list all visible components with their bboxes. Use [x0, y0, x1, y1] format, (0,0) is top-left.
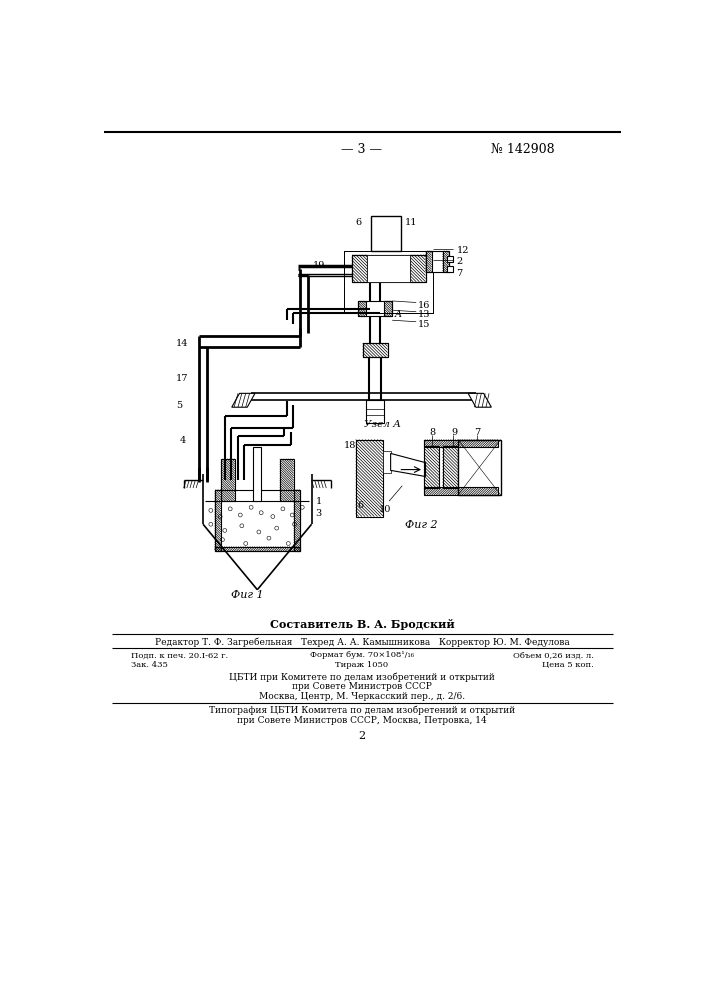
Bar	[385, 301, 392, 316]
Bar	[344, 251, 433, 312]
Bar	[426, 251, 449, 272]
Text: 5: 5	[176, 401, 182, 410]
Bar	[344, 251, 433, 312]
Bar	[368, 255, 410, 282]
Text: 17: 17	[176, 374, 189, 383]
Bar	[363, 343, 387, 357]
Text: Узел А: Узел А	[363, 420, 400, 429]
Bar	[424, 440, 498, 447]
Text: ЦБТИ при Комитете по делам изобретений и открытий: ЦБТИ при Комитете по делам изобретений и…	[229, 672, 495, 682]
Text: 4: 4	[180, 436, 186, 445]
Bar	[371, 216, 401, 251]
Text: 14: 14	[176, 339, 189, 348]
Bar	[458, 440, 501, 495]
Text: 8: 8	[429, 428, 436, 437]
Bar	[215, 490, 221, 551]
Text: Составитель В. А. Бродский: Составитель В. А. Бродский	[269, 619, 455, 630]
Text: 12: 12	[457, 246, 469, 255]
Text: 19: 19	[313, 261, 325, 270]
Bar	[352, 255, 368, 282]
Text: Подп. к печ. 20.I-62 г.: Подп. к печ. 20.I-62 г.	[131, 651, 228, 659]
Text: 10: 10	[379, 505, 392, 514]
Text: 9: 9	[451, 428, 457, 437]
Bar	[253, 447, 261, 501]
Text: Зак. 435: Зак. 435	[131, 661, 168, 669]
Text: № 142908: № 142908	[491, 143, 555, 156]
Text: 3: 3	[315, 509, 322, 518]
Bar	[443, 251, 449, 272]
Bar	[356, 440, 383, 517]
Text: 2: 2	[457, 257, 463, 266]
Text: 2: 2	[358, 731, 366, 741]
Text: A: A	[395, 310, 402, 319]
Bar	[358, 301, 392, 316]
Bar	[363, 343, 387, 357]
Bar	[448, 266, 453, 272]
Text: 1: 1	[315, 497, 322, 506]
Polygon shape	[468, 393, 491, 407]
Bar	[443, 446, 458, 488]
Text: Типография ЦБТИ Комитета по делам изобретений и открытий: Типография ЦБТИ Комитета по делам изобре…	[209, 706, 515, 715]
Bar	[448, 256, 453, 262]
Bar	[358, 301, 366, 316]
Text: 18: 18	[344, 441, 356, 450]
Bar	[215, 490, 300, 551]
Bar	[293, 490, 300, 551]
Text: при Совете Министров СССР, Москва, Петровка, 14: при Совете Министров СССР, Москва, Петро…	[237, 716, 487, 725]
Bar	[383, 451, 391, 473]
Text: 16: 16	[418, 301, 430, 310]
Text: Фиг 1: Фиг 1	[231, 590, 264, 600]
Polygon shape	[232, 393, 255, 407]
Text: Редактор Т. Ф. Загребельная   Техред А. А. Камышникова   Корректор Ю. М. Федулов: Редактор Т. Ф. Загребельная Техред А. А.…	[155, 637, 569, 647]
Text: Цена 5 коп.: Цена 5 коп.	[542, 661, 594, 669]
Text: Тираж 1050: Тираж 1050	[335, 661, 389, 669]
Text: 6: 6	[357, 501, 363, 510]
Text: 11: 11	[404, 218, 417, 227]
Text: Фиг 2: Фиг 2	[405, 520, 438, 530]
Bar	[215, 547, 300, 551]
Bar	[280, 459, 293, 501]
Text: Формат бум. 70×108¹/₁₆: Формат бум. 70×108¹/₁₆	[310, 651, 414, 659]
Text: Москва, Центр, М. Черкасский пер., д. 2/6.: Москва, Центр, М. Черкасский пер., д. 2/…	[259, 692, 465, 701]
Text: 13: 13	[418, 310, 431, 319]
Bar	[426, 251, 432, 272]
Text: 15: 15	[418, 320, 430, 329]
Text: Объем 0,26 изд. л.: Объем 0,26 изд. л.	[513, 651, 594, 659]
Bar	[221, 459, 235, 501]
Text: — 3 —: — 3 —	[341, 143, 382, 156]
Polygon shape	[391, 453, 426, 477]
Bar	[424, 446, 440, 488]
Text: 7: 7	[474, 428, 481, 437]
Text: 7: 7	[457, 269, 463, 278]
Text: 6: 6	[356, 218, 362, 227]
Bar	[366, 400, 385, 423]
Text: при Совете Министров СССР: при Совете Министров СССР	[292, 682, 432, 691]
Bar	[424, 487, 498, 495]
Bar	[410, 255, 426, 282]
Bar	[352, 255, 426, 282]
